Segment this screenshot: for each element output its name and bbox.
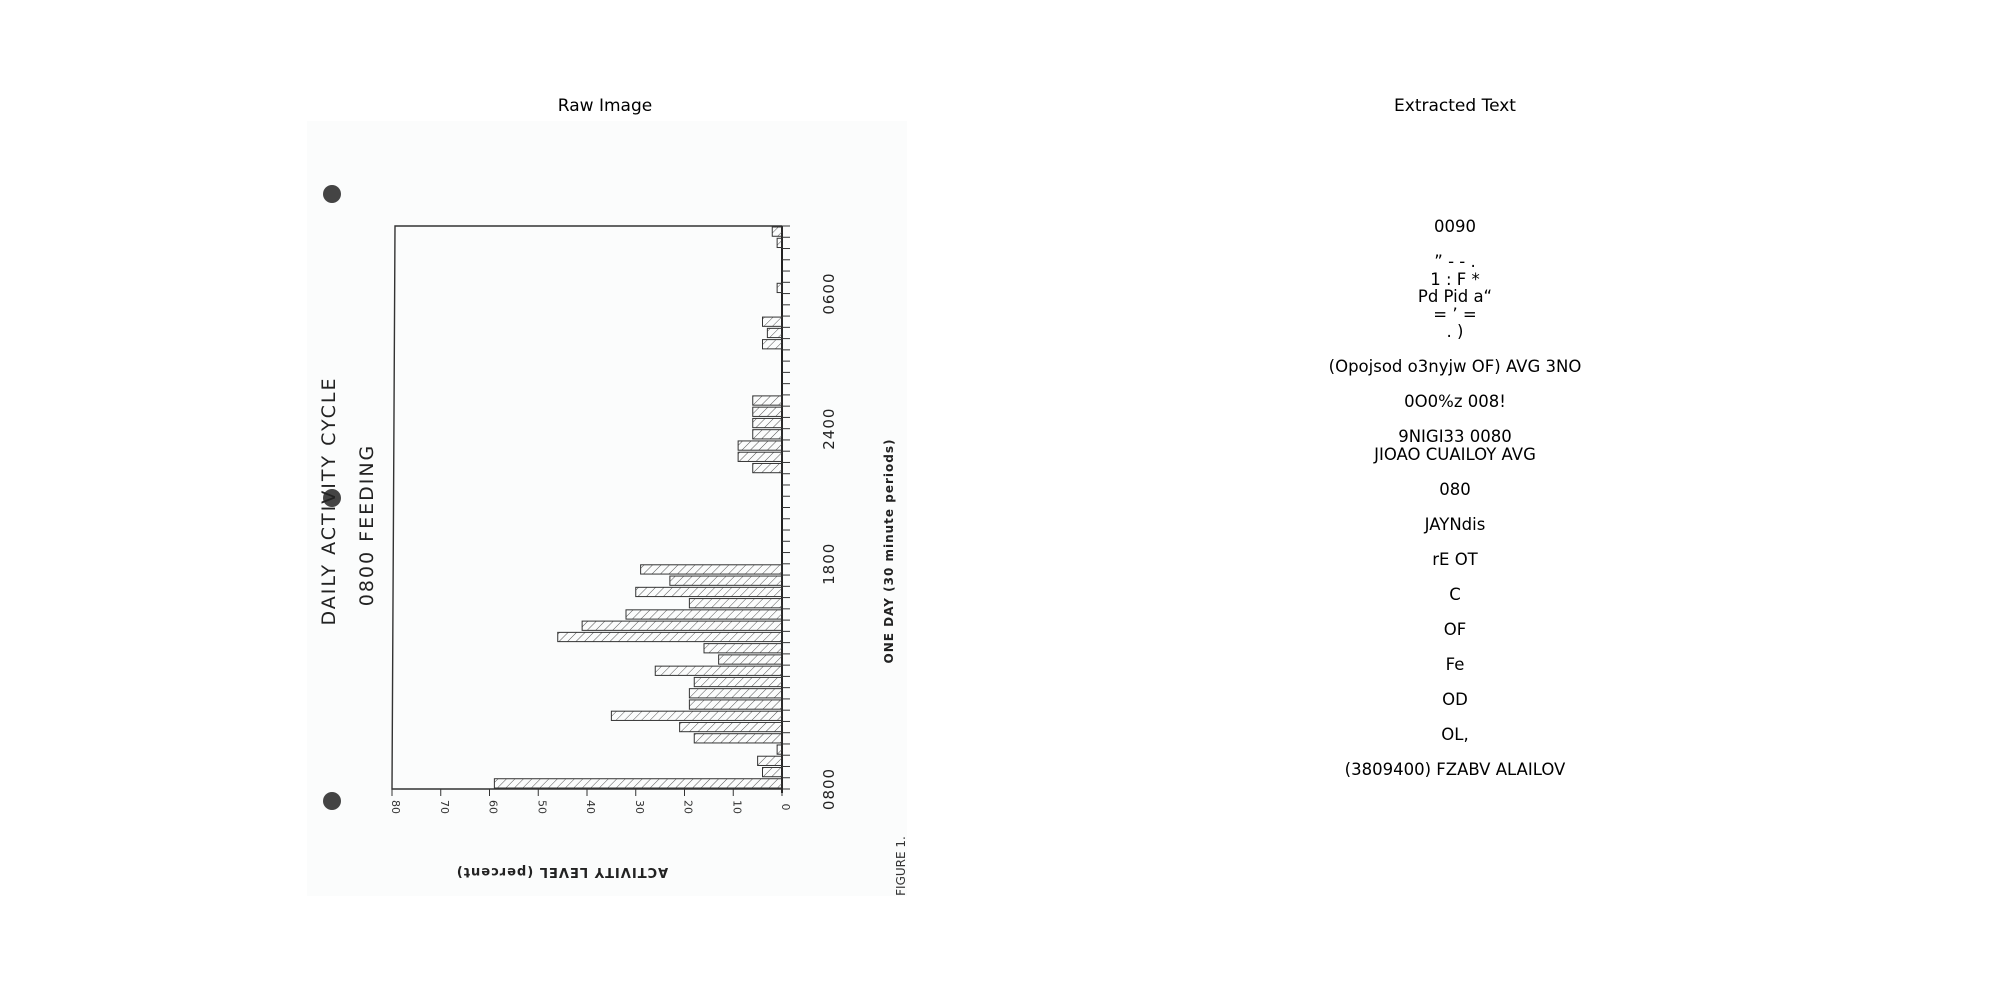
extracted-text-title: Extracted Text xyxy=(1394,96,1516,116)
activity-bar xyxy=(752,462,783,474)
activity-bar xyxy=(635,586,783,598)
activity-bar xyxy=(718,654,783,665)
extracted-text-block: 0090 ” - - .1 : F * Pd Pid a“ = ’ =. ) (Op… xyxy=(1255,218,1655,778)
activity-bar xyxy=(776,282,783,294)
extracted-text-line: OF xyxy=(1443,619,1467,639)
extracted-text-line xyxy=(1255,498,1655,516)
extracted-text-line: 0090 xyxy=(1434,217,1476,236)
extracted-text-line xyxy=(1255,568,1655,586)
activity-bar xyxy=(771,226,783,237)
raw-image-scan: DAILY ACTIVITY CYCLE 0800 FEEDING 0 10 20 3… xyxy=(307,121,907,896)
extracted-text-line: JAYNdis xyxy=(1424,514,1486,534)
activity-bar xyxy=(693,676,783,688)
extracted-text-line xyxy=(1255,341,1655,359)
extracted-text-line xyxy=(1255,708,1655,726)
extracted-text-line xyxy=(1255,533,1655,551)
scan-title-line2: 0800 FEEDING xyxy=(356,444,378,607)
punch-hole-bottom-icon xyxy=(323,792,341,810)
activity-bar xyxy=(762,339,783,350)
extracted-text-line: ” - - . xyxy=(1434,252,1476,271)
activity-bar xyxy=(752,429,783,440)
activity-bar xyxy=(679,721,783,733)
y-tick-label: 20 xyxy=(682,800,695,814)
activity-bar xyxy=(669,575,783,586)
y-tick-label: 40 xyxy=(584,800,597,814)
scan-title-line1: DAILY ACTIVITY CYCLE xyxy=(318,377,340,626)
x-axis-label: ONE DAY (30 minute periods) xyxy=(882,439,896,664)
figure-label: FIGURE 1. xyxy=(894,836,907,896)
activity-bar xyxy=(752,395,783,406)
activity-bar xyxy=(610,710,783,721)
extracted-text-line: C xyxy=(1449,584,1461,604)
extracted-text-line xyxy=(1255,638,1655,656)
extracted-text-line: (3809400) FZABV ALAILOV xyxy=(1344,759,1566,779)
activity-bar xyxy=(752,406,783,417)
punch-hole-top-icon xyxy=(323,185,341,203)
y-axis-label: ACTIVITY LEVEL (percent) xyxy=(456,864,668,879)
y-tick-label: 50 xyxy=(535,800,548,814)
activity-bar xyxy=(693,733,783,744)
extracted-text-line: 1 : F * xyxy=(1430,269,1480,289)
activity-bar xyxy=(757,755,783,766)
extracted-text-line: 080 xyxy=(1439,479,1471,499)
x-tick-label: 0800 xyxy=(820,768,838,810)
extracted-text-line xyxy=(1255,376,1655,394)
extracted-text-line: 9NIGI33 0080 xyxy=(1398,427,1512,446)
extracted-text-line: OL, xyxy=(1441,724,1469,744)
y-tick-label: 30 xyxy=(633,800,646,814)
activity-bar xyxy=(625,609,783,620)
activity-bar xyxy=(766,327,783,339)
extracted-text-line xyxy=(1255,673,1655,691)
extracted-text-line xyxy=(1255,603,1655,621)
activity-bar xyxy=(688,699,783,710)
activity-bar xyxy=(776,744,783,755)
extracted-text-line: (Opojsod o3nyjw OF) AVG 3NO xyxy=(1328,357,1582,376)
punch-hole-middle-icon xyxy=(323,489,341,507)
activity-bar xyxy=(493,778,783,789)
x-tick-label: 0600 xyxy=(820,272,838,314)
y-tick-label: 60 xyxy=(487,800,500,814)
activity-bar xyxy=(703,643,783,654)
extracted-text-line: rE OT xyxy=(1432,549,1478,569)
y-tick-label: 0 xyxy=(779,804,792,811)
activity-bar xyxy=(557,631,783,643)
y-tick-label: 80 xyxy=(389,800,402,814)
y-tick-label: 10 xyxy=(730,800,743,814)
extracted-text-line: . ) xyxy=(1446,322,1464,341)
activity-bar xyxy=(762,316,783,327)
extracted-text-line: OD xyxy=(1442,689,1468,709)
extracted-text-line xyxy=(1255,411,1655,429)
activity-bar xyxy=(688,598,783,609)
extracted-text-line: Pd Pid a“ xyxy=(1417,287,1493,306)
rotated-chart-svg: DAILY ACTIVITY CYCLE 0800 FEEDING 0 10 20 3… xyxy=(318,185,907,896)
extracted-text-line xyxy=(1255,236,1655,254)
y-tick-label: 70 xyxy=(438,800,451,814)
raw-image-title: Raw Image xyxy=(557,96,653,116)
extracted-text-line: JIOAO CUAILOY AVG xyxy=(1374,444,1536,464)
activity-bar xyxy=(752,417,783,429)
x-tick-label: 1800 xyxy=(820,543,838,585)
extracted-text-line: Fe xyxy=(1445,654,1465,674)
activity-bar xyxy=(762,766,783,778)
activity-bar xyxy=(737,451,783,462)
x-tick-label: 2400 xyxy=(820,408,838,450)
activity-bar xyxy=(640,564,783,575)
extracted-text-line: = ’ = xyxy=(1433,304,1477,324)
extracted-text-line: 0O0%z 008! xyxy=(1404,392,1506,411)
activity-bar xyxy=(654,665,783,676)
activity-bar xyxy=(737,440,783,451)
extracted-text-line xyxy=(1255,743,1655,761)
activity-bar xyxy=(688,688,783,699)
activity-bar xyxy=(581,620,783,631)
extracted-text-line xyxy=(1255,463,1655,481)
activity-bar xyxy=(776,237,783,249)
